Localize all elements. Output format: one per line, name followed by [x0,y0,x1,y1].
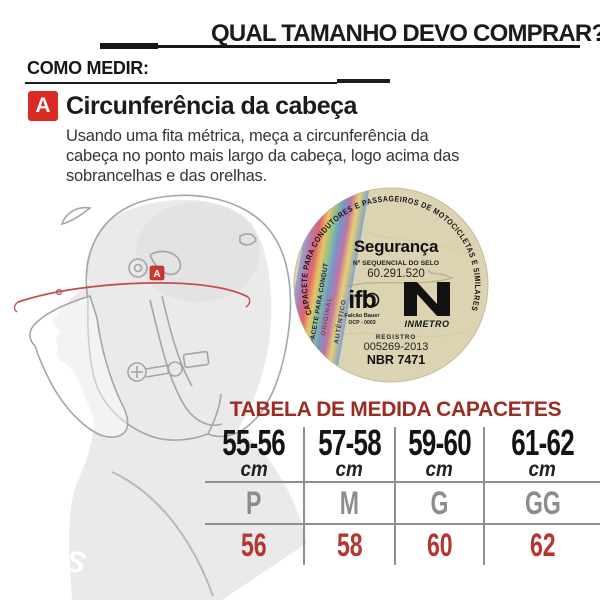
number-cell: 62 [483,525,600,565]
falcao-bauer-logo: ifb Falcão Bauer OCP - 0003 [344,286,380,326]
letter-cell: GG [483,483,600,523]
measurement-line [13,281,251,313]
head-helmet-diagram: S A [13,194,307,600]
title-underline-accent [100,43,158,49]
section-underline [25,82,337,84]
number-cell: 56 [205,525,303,565]
size-letter: M [339,485,360,521]
size-unit: cm [240,458,268,482]
size-range: 59-60 [408,421,471,463]
table-row-numbers: 56 58 60 62 [205,525,600,565]
pen-squiggle [346,269,454,287]
hair-shading [136,202,260,302]
step-description: Usando uma fita métrica, meça a circunfe… [66,127,460,185]
svg-text:OCP - 0003: OCP - 0003 [348,320,375,326]
range-cell: 57-58 cm [303,421,394,482]
table-row-letters: P M G GG [205,483,600,525]
size-table-title: TABELA DE MEDIDA CAPACETES [229,398,562,421]
size-range: 57-58 [318,421,381,463]
size-unit: cm [425,458,454,482]
number-cell: 60 [394,525,483,565]
seal-registry-label: REGISTRO [376,334,416,341]
range-cell: 61-62 cm [483,421,600,482]
size-letter: P [246,485,262,521]
table-row-ranges: 55-56 cm 57-58 cm 59-60 cm 61-62 cm [205,421,600,483]
inmetro-security-seal: CAPACETE PARA CONDUT ORIGINAL AUTÊNTICO … [293,187,489,383]
size-number: 58 [336,527,363,563]
size-table: TABELA DE MEDIDA CAPACETES 55-56 cm 57-5… [205,398,600,565]
size-range: 61-62 [511,421,574,463]
head-silhouette [52,200,307,600]
seal-security-label: Segurança [354,237,439,256]
svg-text:Falcão Bauer: Falcão Bauer [344,313,380,319]
letter-cell: P [205,483,303,523]
svg-text:INMETRO: INMETRO [405,319,450,329]
size-range: 55-56 [222,421,286,463]
size-table-grid: 55-56 cm 57-58 cm 59-60 cm 61-62 cm [205,421,600,565]
size-letter: G [430,485,449,521]
seal-sequential-label: Nº SEQUENCIAL DO SELO [353,260,439,267]
size-number: 62 [529,527,556,563]
measurement-a-badge: A [149,265,165,281]
step-a-badge: A [28,91,58,121]
seal-sequential-number: 60.291.520 [367,268,425,280]
svg-text:ifb: ifb [348,286,376,314]
size-unit: cm [335,458,364,482]
page-title: QUAL TAMANHO DEVO COMPRAR? [211,20,600,47]
size-number: 60 [426,527,453,563]
number-cell: 58 [303,525,394,565]
shoulder-seam-line [111,471,214,597]
section-underline-accent [337,79,390,83]
size-letter: GG [524,485,561,521]
size-unit: cm [528,458,557,482]
chin-strap-rings [127,350,210,382]
letter-cell: M [303,483,394,523]
seal-registry-number: 005269-2013 [364,341,429,353]
seal-standard: NBR 7471 [367,353,425,367]
svg-text:A: A [153,269,160,280]
size-number: 56 [241,527,267,563]
range-cell: 59-60 cm [394,421,483,482]
title-underline [100,45,580,48]
step-heading: Circunferência da cabeça [66,92,357,120]
letter-cell: G [394,483,483,523]
helmet-visor [29,295,129,438]
inmetro-logo: INMETRO [404,282,450,329]
how-to-measure-label: COMO MEDIR: [27,58,149,78]
range-cell: 55-56 cm [205,421,303,482]
